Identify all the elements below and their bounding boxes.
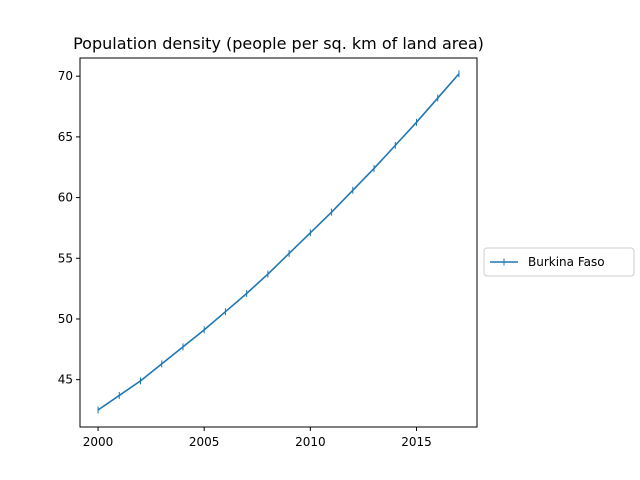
chart-title: Population density (people per sq. km of… xyxy=(73,34,484,53)
legend-label: Burkina Faso xyxy=(528,255,605,269)
x-tick-label: 2010 xyxy=(295,435,326,449)
x-tick-label: 2015 xyxy=(401,435,432,449)
plot-frame xyxy=(79,57,478,428)
y-tick-label: 70 xyxy=(58,69,73,83)
y-tick-label: 60 xyxy=(58,191,73,205)
y-tick-label: 50 xyxy=(58,312,73,326)
series-line-0 xyxy=(97,73,460,411)
series-layer xyxy=(97,70,460,414)
x-axis-ticks: 2000 2005 2010 2015 xyxy=(83,427,432,449)
y-tick-label: 65 xyxy=(58,130,73,144)
y-axis-ticks: 45 50 55 60 65 70 xyxy=(58,69,80,387)
y-tick-label: 45 xyxy=(58,373,73,387)
y-tick-label: 55 xyxy=(58,251,73,265)
legend-box xyxy=(483,247,635,277)
legend: Burkina Faso xyxy=(483,247,635,277)
x-tick-label: 2000 xyxy=(83,435,114,449)
x-tick-label: 2005 xyxy=(189,435,220,449)
